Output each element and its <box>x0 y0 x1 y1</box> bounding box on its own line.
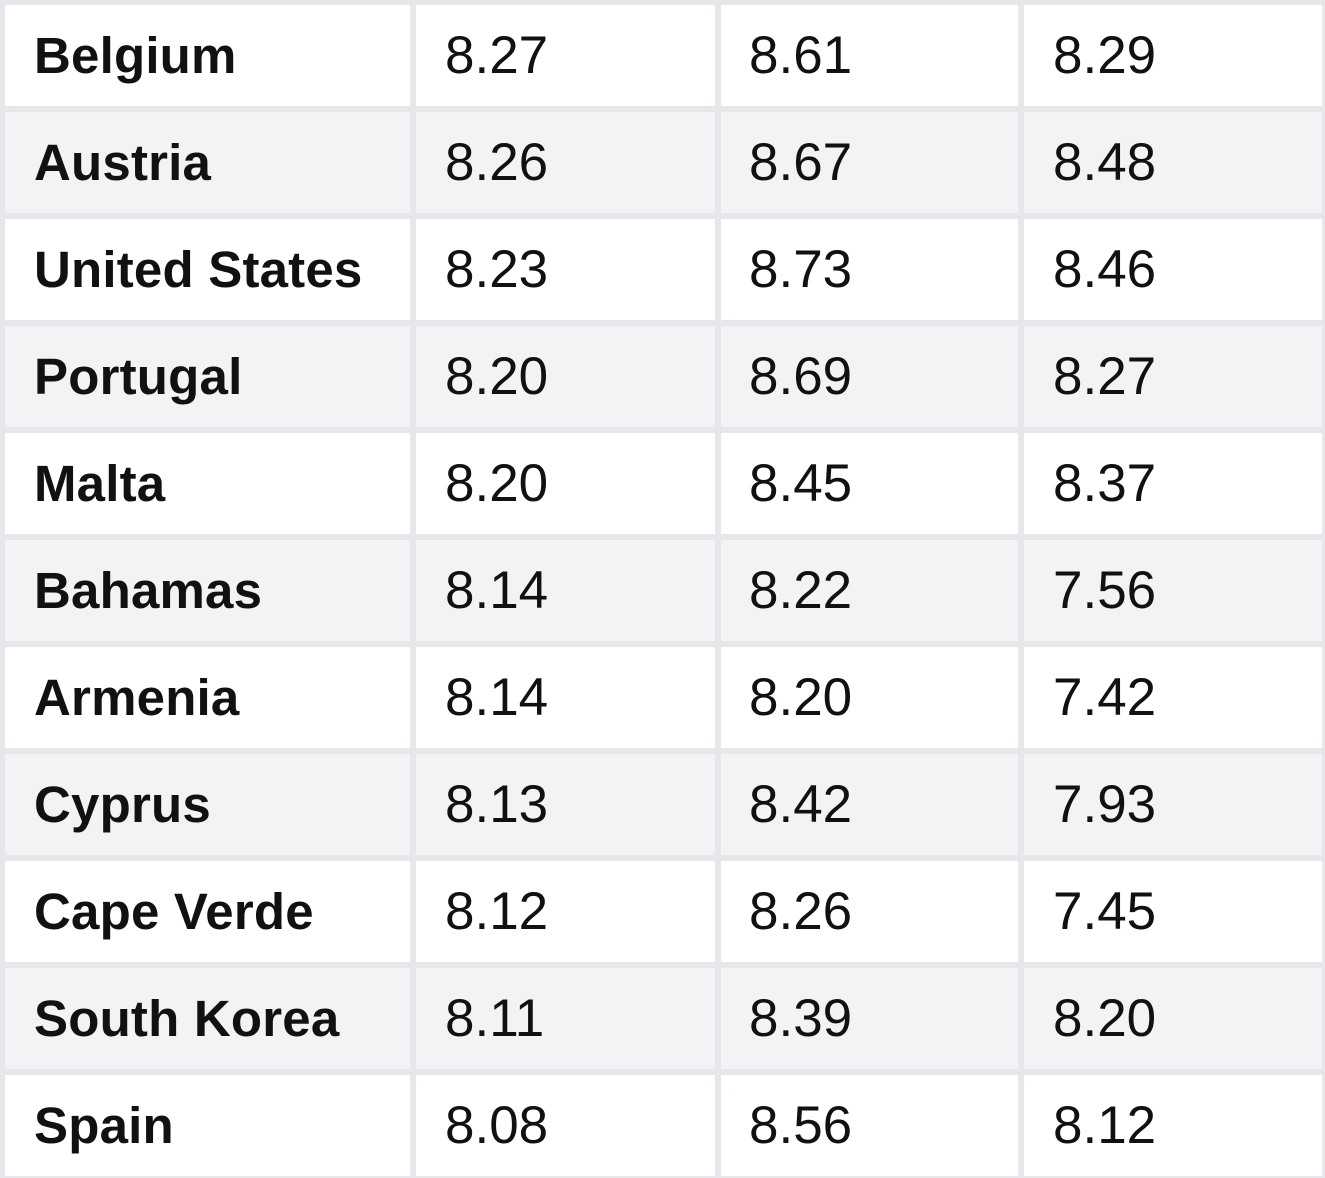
value-cell: 8.27 <box>416 5 715 106</box>
value-cell: 8.20 <box>416 433 715 534</box>
table-row: United States 8.23 8.73 8.46 <box>0 219 1325 320</box>
value-cell: 8.67 <box>721 112 1018 213</box>
table-row: Armenia 8.14 8.20 7.42 <box>0 647 1325 748</box>
table-row: Austria 8.26 8.67 8.48 <box>0 112 1325 213</box>
value-cell: 8.20 <box>1024 968 1322 1069</box>
value-cell: 8.27 <box>1024 326 1322 427</box>
value-cell: 7.93 <box>1024 754 1322 855</box>
country-cell: Spain <box>5 1075 410 1176</box>
country-cell: Belgium <box>5 5 410 106</box>
value-cell: 8.08 <box>416 1075 715 1176</box>
value-cell: 8.45 <box>721 433 1018 534</box>
value-cell: 8.23 <box>416 219 715 320</box>
country-cell: South Korea <box>5 968 410 1069</box>
value-cell: 8.26 <box>721 861 1018 962</box>
value-cell: 8.39 <box>721 968 1018 1069</box>
value-cell: 8.20 <box>416 326 715 427</box>
country-cell: Cyprus <box>5 754 410 855</box>
table-row: Belgium 8.27 8.61 8.29 <box>0 5 1325 106</box>
country-cell: Malta <box>5 433 410 534</box>
value-cell: 8.14 <box>416 540 715 641</box>
country-cell: Bahamas <box>5 540 410 641</box>
value-cell: 8.42 <box>721 754 1018 855</box>
table-row: South Korea 8.11 8.39 8.20 <box>0 968 1325 1069</box>
table-row: Cape Verde 8.12 8.26 7.45 <box>0 861 1325 962</box>
value-cell: 8.12 <box>1024 1075 1322 1176</box>
value-cell: 8.20 <box>721 647 1018 748</box>
value-cell: 8.61 <box>721 5 1018 106</box>
country-cell: Austria <box>5 112 410 213</box>
value-cell: 8.56 <box>721 1075 1018 1176</box>
value-cell: 8.46 <box>1024 219 1322 320</box>
country-cell: Cape Verde <box>5 861 410 962</box>
table-row: Portugal 8.20 8.69 8.27 <box>0 326 1325 427</box>
value-cell: 7.56 <box>1024 540 1322 641</box>
country-cell: United States <box>5 219 410 320</box>
value-cell: 8.37 <box>1024 433 1322 534</box>
value-cell: 7.45 <box>1024 861 1322 962</box>
value-cell: 7.42 <box>1024 647 1322 748</box>
value-cell: 8.69 <box>721 326 1018 427</box>
value-cell: 8.26 <box>416 112 715 213</box>
value-cell: 8.13 <box>416 754 715 855</box>
value-cell: 8.29 <box>1024 5 1322 106</box>
table-row: Spain 8.08 8.56 8.12 <box>0 1075 1325 1176</box>
table-row: Malta 8.20 8.45 8.37 <box>0 433 1325 534</box>
value-cell: 8.73 <box>721 219 1018 320</box>
country-cell: Portugal <box>5 326 410 427</box>
value-cell: 8.11 <box>416 968 715 1069</box>
table-row: Bahamas 8.14 8.22 7.56 <box>0 540 1325 641</box>
value-cell: 8.48 <box>1024 112 1322 213</box>
value-cell: 8.12 <box>416 861 715 962</box>
value-cell: 8.22 <box>721 540 1018 641</box>
value-cell: 8.14 <box>416 647 715 748</box>
country-cell: Armenia <box>5 647 410 748</box>
table-row: Cyprus 8.13 8.42 7.93 <box>0 754 1325 855</box>
